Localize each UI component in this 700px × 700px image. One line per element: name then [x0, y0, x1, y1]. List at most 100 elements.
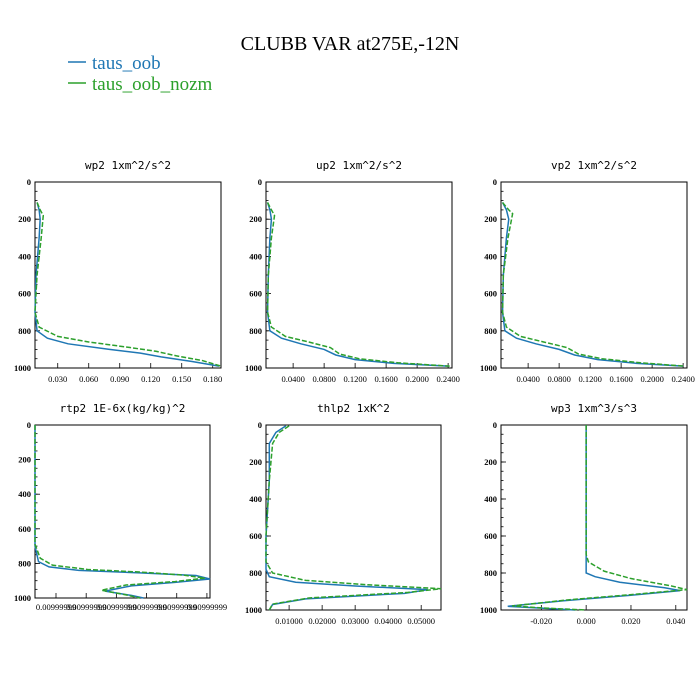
series-line-taus-oob-nozm [266, 202, 450, 367]
x-tick-label: 0.1200 [343, 374, 366, 384]
x-tick-label: 0.2000 [405, 374, 428, 384]
panel-title: rtp2 1E-6x(kg/kg)^2 [60, 402, 186, 415]
legend-label-taus-oob-nozm: taus_oob_nozm [92, 74, 213, 95]
x-tick-label: 0.2400 [671, 374, 694, 384]
series-line-taus-oob-nozm [501, 201, 685, 367]
y-tick-label: 1000 [480, 605, 497, 615]
panel-6: wp3 1xm^3/s^3 0 200 400 600 800 1000 -0.020 0.00… [480, 402, 688, 626]
x-tick-label: 0.0800 [547, 374, 570, 384]
x-tick-label: 0.1600 [609, 374, 632, 384]
x-tick-label: 0.020 [621, 616, 640, 626]
x-tick-label: 0.00999999 [126, 602, 166, 612]
y-tick-label: 200 [249, 214, 262, 224]
panel-title: wp3 1xm^3/s^3 [551, 402, 637, 415]
x-tick-label: 0.060 [79, 374, 98, 384]
legend: taus_oob taus_oob_nozm [68, 53, 213, 95]
y-tick-label: 800 [484, 326, 497, 336]
y-tick-label: 200 [249, 457, 262, 467]
series-line-taus-oob-nozm [265, 425, 442, 611]
y-tick-label: 0 [27, 177, 31, 187]
y-tick-label: 600 [249, 289, 262, 299]
x-tick-label: 0.02000 [308, 616, 336, 626]
x-tick-label: -0.020 [530, 616, 552, 626]
series-line-taus-oob [34, 425, 211, 599]
y-tick-label: 800 [18, 326, 31, 336]
y-tick-label: 600 [484, 531, 497, 541]
x-tick-label: 0.0800 [312, 374, 335, 384]
y-tick-label: 800 [18, 558, 31, 568]
y-tick-label: 1000 [480, 363, 497, 373]
x-tick-label: 0.150 [172, 374, 191, 384]
y-tick-label: 200 [484, 457, 497, 467]
y-tick-label: 200 [18, 214, 31, 224]
y-tick-label: 400 [18, 251, 31, 261]
x-tick-label: 0.120 [141, 374, 160, 384]
panel-3: vp2 1xm^2/s^2 0 200 400 600 800 1000 0.0400 0.08… [480, 159, 695, 384]
x-tick-label: 0.040 [666, 616, 685, 626]
y-tick-label: 800 [484, 568, 497, 578]
panels: wp2 1xm^2/s^2 0 200 400 600 800 1000 0.030 0.060… [14, 159, 695, 626]
x-tick-label: 0.180 [203, 374, 222, 384]
y-tick-label: 200 [484, 214, 497, 224]
x-tick-label: 0.04000 [374, 616, 402, 626]
panel-2: up2 1xm^2/s^2 0 200 400 600 800 1000 0.0400 0.08… [245, 159, 460, 384]
y-tick-label: 0 [258, 177, 262, 187]
y-tick-label: 1000 [245, 363, 262, 373]
series-line-taus-oob-nozm [34, 425, 205, 599]
x-tick-label: 0.030 [48, 374, 67, 384]
panel-title: wp2 1xm^2/s^2 [85, 159, 171, 172]
series-line-taus-oob-nozm [512, 425, 688, 611]
y-tick-label: 400 [249, 494, 262, 504]
x-tick-label: 0.00999999 [66, 602, 106, 612]
y-tick-label: 200 [18, 455, 31, 465]
panel-title: thlp2 1xK^2 [317, 402, 390, 415]
plot-frame [500, 181, 688, 369]
plot-frame [265, 181, 453, 369]
series-line-taus-oob [34, 202, 220, 367]
y-tick-label: 1000 [245, 605, 262, 615]
x-tick-label: 0.2000 [640, 374, 663, 384]
y-tick-label: 600 [18, 289, 31, 299]
y-tick-label: 0 [27, 420, 31, 430]
y-tick-label: 0 [258, 420, 262, 430]
x-tick-label: 0.000 [577, 616, 596, 626]
y-tick-label: 0 [493, 177, 497, 187]
y-tick-label: 400 [484, 494, 497, 504]
x-tick-label: 0.00999999 [187, 602, 227, 612]
plot-frame [34, 181, 222, 369]
x-tick-label: 0.1600 [374, 374, 397, 384]
x-tick-label: 0.00999999 [96, 602, 136, 612]
y-tick-label: 0 [493, 420, 497, 430]
x-tick-label: 0.05000 [407, 616, 435, 626]
series-line-taus-oob [501, 202, 684, 367]
panel-title: up2 1xm^2/s^2 [316, 159, 402, 172]
panel-5: thlp2 1xK^2 0 200 400 600 800 1000 0.01000 0.020… [245, 402, 442, 626]
series-line-taus-oob [265, 425, 428, 611]
y-tick-label: 400 [249, 251, 262, 261]
y-tick-label: 600 [18, 524, 31, 534]
panel-1: wp2 1xm^2/s^2 0 200 400 600 800 1000 0.030 0.060… [14, 159, 222, 384]
panel-title: vp2 1xm^2/s^2 [551, 159, 637, 172]
x-tick-label: 0.2400 [436, 374, 459, 384]
x-tick-label: 0.0400 [516, 374, 539, 384]
x-tick-label: 0.090 [110, 374, 129, 384]
y-tick-label: 600 [249, 531, 262, 541]
x-tick-label: 0.1200 [578, 374, 601, 384]
y-tick-label: 800 [249, 568, 262, 578]
x-tick-label: 0.03000 [341, 616, 369, 626]
series-line-taus-oob-nozm [34, 202, 222, 367]
legend-label-taus-oob: taus_oob [92, 53, 161, 74]
y-tick-label: 1000 [14, 363, 31, 373]
x-tick-label: 0.01000 [275, 616, 303, 626]
x-tick-label: 0.00999999 [36, 602, 76, 612]
y-tick-label: 800 [249, 326, 262, 336]
x-tick-label: 0.00999999 [157, 602, 197, 612]
y-tick-label: 400 [18, 489, 31, 499]
figure-title: CLUBB VAR at275E,-12N [241, 33, 460, 55]
y-tick-label: 400 [484, 251, 497, 261]
y-tick-label: 600 [484, 289, 497, 299]
y-tick-label: 1000 [14, 593, 31, 603]
panel-4: rtp2 1E-6x(kg/kg)^2 0 200 400 600 800 1000 0.00… [14, 402, 227, 612]
series-line-taus-oob [266, 202, 449, 367]
